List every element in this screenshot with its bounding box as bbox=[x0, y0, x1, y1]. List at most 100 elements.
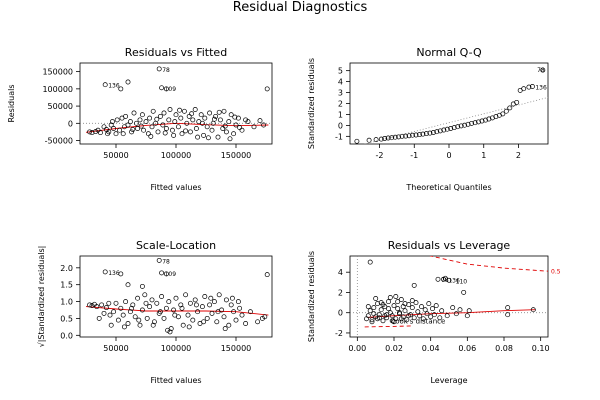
data-point bbox=[120, 131, 126, 137]
data-point bbox=[521, 86, 527, 92]
data-point bbox=[228, 112, 234, 118]
data-point bbox=[402, 308, 408, 314]
data-point bbox=[94, 304, 100, 310]
data-point bbox=[151, 319, 157, 325]
y-tick-label: -1 bbox=[335, 132, 343, 141]
data-point bbox=[89, 130, 95, 136]
data-point bbox=[417, 132, 422, 138]
data-point bbox=[400, 304, 406, 310]
data-point bbox=[413, 300, 419, 306]
data-point bbox=[448, 126, 454, 131]
data-point bbox=[148, 133, 154, 139]
data-point bbox=[354, 138, 360, 144]
data-point bbox=[505, 305, 511, 311]
data-point bbox=[105, 131, 111, 137]
data-point bbox=[369, 317, 375, 323]
data-point bbox=[205, 135, 211, 141]
data-point bbox=[378, 136, 384, 142]
data-point bbox=[89, 303, 95, 309]
x-tick-label: 0.00 bbox=[348, 344, 366, 353]
data-point bbox=[530, 307, 536, 313]
data-point bbox=[113, 300, 119, 306]
outlier-label: 109 bbox=[165, 86, 177, 93]
data-point bbox=[144, 315, 150, 321]
data-point bbox=[186, 324, 192, 330]
data-point bbox=[237, 305, 243, 311]
data-point bbox=[222, 123, 228, 129]
data-point bbox=[375, 316, 380, 322]
data-point bbox=[371, 305, 377, 311]
data-point bbox=[178, 115, 184, 121]
y-tick-label: -50000 bbox=[45, 137, 73, 146]
data-point bbox=[399, 133, 405, 139]
data-point bbox=[99, 302, 105, 308]
data-point bbox=[125, 79, 131, 85]
data-point bbox=[202, 115, 208, 121]
data-point bbox=[226, 322, 232, 328]
data-point bbox=[133, 120, 139, 126]
data-point bbox=[380, 318, 386, 324]
qq-reference-line bbox=[363, 97, 548, 144]
data-point bbox=[157, 309, 163, 315]
data-point bbox=[129, 129, 135, 135]
data-point bbox=[514, 99, 520, 105]
data-point bbox=[396, 134, 402, 140]
data-point bbox=[125, 321, 131, 326]
data-point bbox=[193, 302, 199, 308]
data-point bbox=[173, 112, 179, 118]
data-point bbox=[367, 308, 373, 314]
data-point bbox=[179, 305, 185, 311]
data-point bbox=[458, 123, 464, 129]
data-point bbox=[87, 129, 93, 135]
data-point bbox=[422, 307, 428, 313]
data-point bbox=[166, 117, 172, 123]
data-point bbox=[261, 122, 267, 128]
outlier-label: 109 bbox=[165, 271, 177, 278]
x-tick-label: 0.04 bbox=[422, 344, 440, 353]
data-point bbox=[442, 275, 448, 281]
data-point bbox=[409, 305, 415, 311]
data-point bbox=[455, 124, 461, 130]
outlier-label: 78 bbox=[537, 67, 545, 74]
data-point bbox=[189, 111, 195, 117]
data-point bbox=[453, 311, 459, 317]
x-tick-label: 150000 bbox=[221, 344, 252, 353]
data-point bbox=[178, 302, 184, 308]
data-point bbox=[101, 124, 107, 130]
data-point bbox=[526, 84, 532, 90]
data-point bbox=[163, 271, 169, 277]
chart-title: Scale-Location bbox=[136, 239, 216, 252]
data-point bbox=[461, 289, 467, 295]
data-point bbox=[150, 322, 156, 328]
data-point bbox=[216, 292, 222, 298]
data-point bbox=[166, 299, 172, 305]
data-point bbox=[466, 308, 472, 314]
data-point bbox=[93, 129, 99, 135]
data-point bbox=[503, 108, 509, 114]
data-point bbox=[103, 305, 109, 311]
outlier-label: 110 bbox=[456, 278, 468, 285]
data-point bbox=[386, 306, 391, 312]
data-point bbox=[198, 112, 204, 118]
data-point bbox=[184, 120, 190, 126]
data-point bbox=[469, 120, 475, 126]
y-tick-label: 4 bbox=[338, 268, 343, 277]
data-point bbox=[389, 313, 395, 319]
data-point bbox=[382, 136, 388, 141]
data-point bbox=[169, 127, 175, 133]
data-point bbox=[209, 310, 215, 316]
data-point bbox=[428, 314, 434, 320]
data-point bbox=[420, 131, 426, 137]
data-point bbox=[382, 313, 388, 319]
y-tick-label: 2 bbox=[338, 100, 343, 109]
data-point bbox=[115, 317, 121, 323]
outlier-label: 136 bbox=[108, 83, 120, 90]
data-point bbox=[172, 119, 178, 125]
data-point bbox=[423, 131, 429, 137]
data-point bbox=[389, 135, 395, 141]
outlier-label: 78 bbox=[162, 258, 170, 265]
data-point bbox=[476, 119, 481, 125]
y-tick-label: 5 bbox=[338, 67, 343, 76]
data-point bbox=[373, 137, 379, 143]
data-point bbox=[409, 298, 415, 304]
